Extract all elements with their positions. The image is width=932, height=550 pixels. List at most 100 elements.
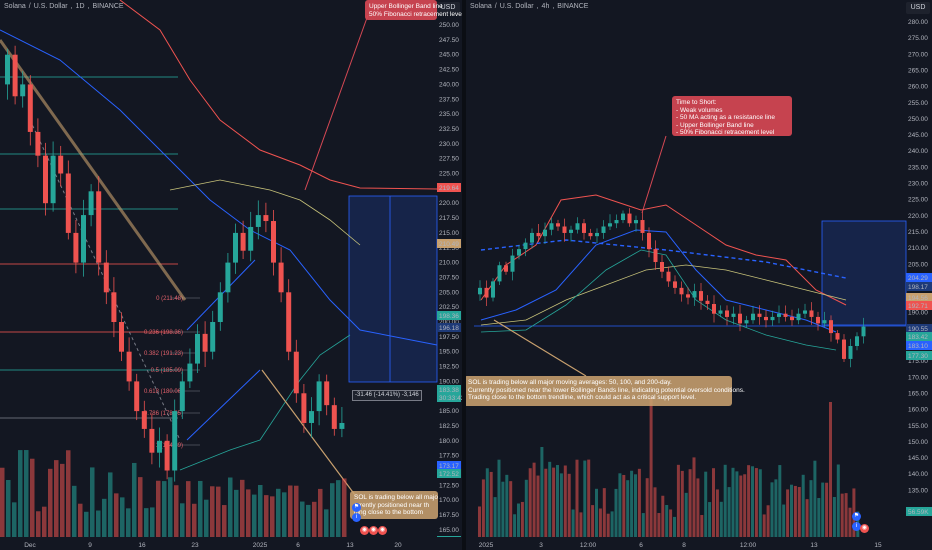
x-axis-label: 23 [191,542,199,549]
candle-body [331,405,337,429]
candle-body [705,300,710,305]
volume-bar [723,464,727,537]
event-icon[interactable]: ◉ [369,526,378,535]
y-axis-label: 255.00 [908,100,928,107]
y-axis-label: 270.00 [908,51,928,58]
y-axis-label: 172.50 [439,482,459,489]
short-note-right[interactable]: Time to Short: - Weak volumes - 50 MA ac… [672,96,792,136]
y-axis-label: 275.00 [908,35,928,42]
info-icon[interactable]: i [352,513,361,522]
volume-bar [684,492,688,537]
candle-body [164,440,170,471]
note-line: Upper Bollinger Band line [369,3,443,10]
volume-bar [120,497,125,537]
y-axis-label: 190.00 [439,378,459,385]
volume-bar [844,493,848,537]
candle-body [510,255,515,272]
y-axis-label: 205.00 [908,261,928,268]
x-axis-label: 13 [810,542,818,549]
volume-bar [478,506,481,537]
volume-bar [330,483,335,537]
right-chart-panel[interactable]: 280.00 275.00 270.00 265.00 260.00 255.00 250.… [466,0,932,550]
note-line: - 50 MA acting as a resistance line [676,114,775,122]
y-axis-label: 245.00 [908,132,928,139]
candle-body [543,229,547,237]
volume-bar [591,505,595,537]
x-axis-label: 6 [296,542,300,549]
currency-button[interactable]: USD [436,2,460,14]
candle-body [640,220,645,233]
right-chart-canvas[interactable]: 280.00 275.00 270.00 265.00 260.00 255.00 250.… [466,0,932,550]
volume-bar [665,504,669,537]
y-axis-label: 212.50 [439,245,459,252]
volume-bar [485,468,489,537]
volume-bar [48,468,53,537]
flag-icon[interactable]: ⚑ [352,503,361,512]
volume-bar [246,489,251,537]
y-axis-label: 170.00 [439,497,459,504]
left-chart-panel[interactable]: 250.00 247.50 245.00 242.50 240.00 237.50 235.… [0,0,462,550]
candle-body [504,265,508,272]
candle-body [58,155,64,174]
x-axis-label: 2025 [479,542,494,549]
left-chart-canvas[interactable]: 250.00 247.50 245.00 242.50 240.00 237.50 235.… [0,0,462,550]
sol-note-left[interactable]: SOL is trading below all majo urrently p… [350,491,438,519]
volume-bar [735,471,739,537]
y-axis-label: 180.00 [439,438,459,445]
y-axis-label: 195.00 [439,349,459,356]
volume-bar [622,474,626,537]
y-axis-label: 250.00 [908,116,928,123]
quote-name: U.S. Dollar [33,3,68,10]
quote-name: U.S. Dollar [499,3,534,10]
fib-label: 0.786 (178.05) [144,411,183,417]
volume-bar [626,480,630,537]
x-axis-label: Dec [24,542,36,549]
candle-body [725,310,729,317]
price-tag [906,332,932,341]
ma-100 [480,264,847,326]
volume-bar [571,509,575,537]
candle-body [81,215,86,263]
price-tag-label: 183.10 [908,343,928,350]
currency-button[interactable]: USD [906,2,930,14]
volume-bar [790,484,793,537]
volume-bar [252,494,257,537]
fib-label: 0.5 (185.09) [151,368,183,374]
candle-body [608,223,612,227]
event-icon[interactable]: ◉ [378,526,387,535]
panel-divider[interactable] [462,0,466,550]
short-note-left[interactable]: Upper Bollinger Band line 50% Fibonacci … [365,0,462,20]
info-icon[interactable]: i [852,522,861,531]
candle-body [861,326,866,337]
note-line: ding close to the bottom [354,509,424,517]
candle-body [575,223,580,230]
sol-note-right[interactable]: SOL is trading below all major moving av… [466,376,745,406]
volume-bar [540,447,544,537]
candle-body [43,155,48,204]
flag-icon[interactable]: ⚑ [852,512,861,521]
volume-bar [606,513,610,537]
price-tag [906,273,932,282]
candle-body [679,287,684,295]
candle-body [255,215,261,227]
volume-bar [318,488,323,537]
candle-body [149,428,155,453]
candle-body [653,249,658,263]
note-line: Currently positioned near the lower Boll… [468,386,745,394]
volume-bar [528,468,532,537]
y-axis-label: 177.50 [439,453,459,460]
y-axis-label: 235.00 [439,111,459,118]
candle-body [764,316,768,321]
price-tag [437,323,461,332]
candle-body [712,304,716,314]
volume-bar [712,468,715,537]
short-position-box [348,195,438,383]
candle-body [738,313,742,324]
y-axis-label: 215.00 [908,229,928,236]
fib-label: 0.236 (198.36) [144,330,183,336]
y-axis-label: 230.00 [439,141,459,148]
event-icon[interactable]: ◉ [360,526,369,535]
event-icon[interactable]: ◉ [860,524,869,533]
note-line: Trading close to the bottom trendline, w… [468,394,697,402]
y-axis-label: 225.00 [908,197,928,204]
